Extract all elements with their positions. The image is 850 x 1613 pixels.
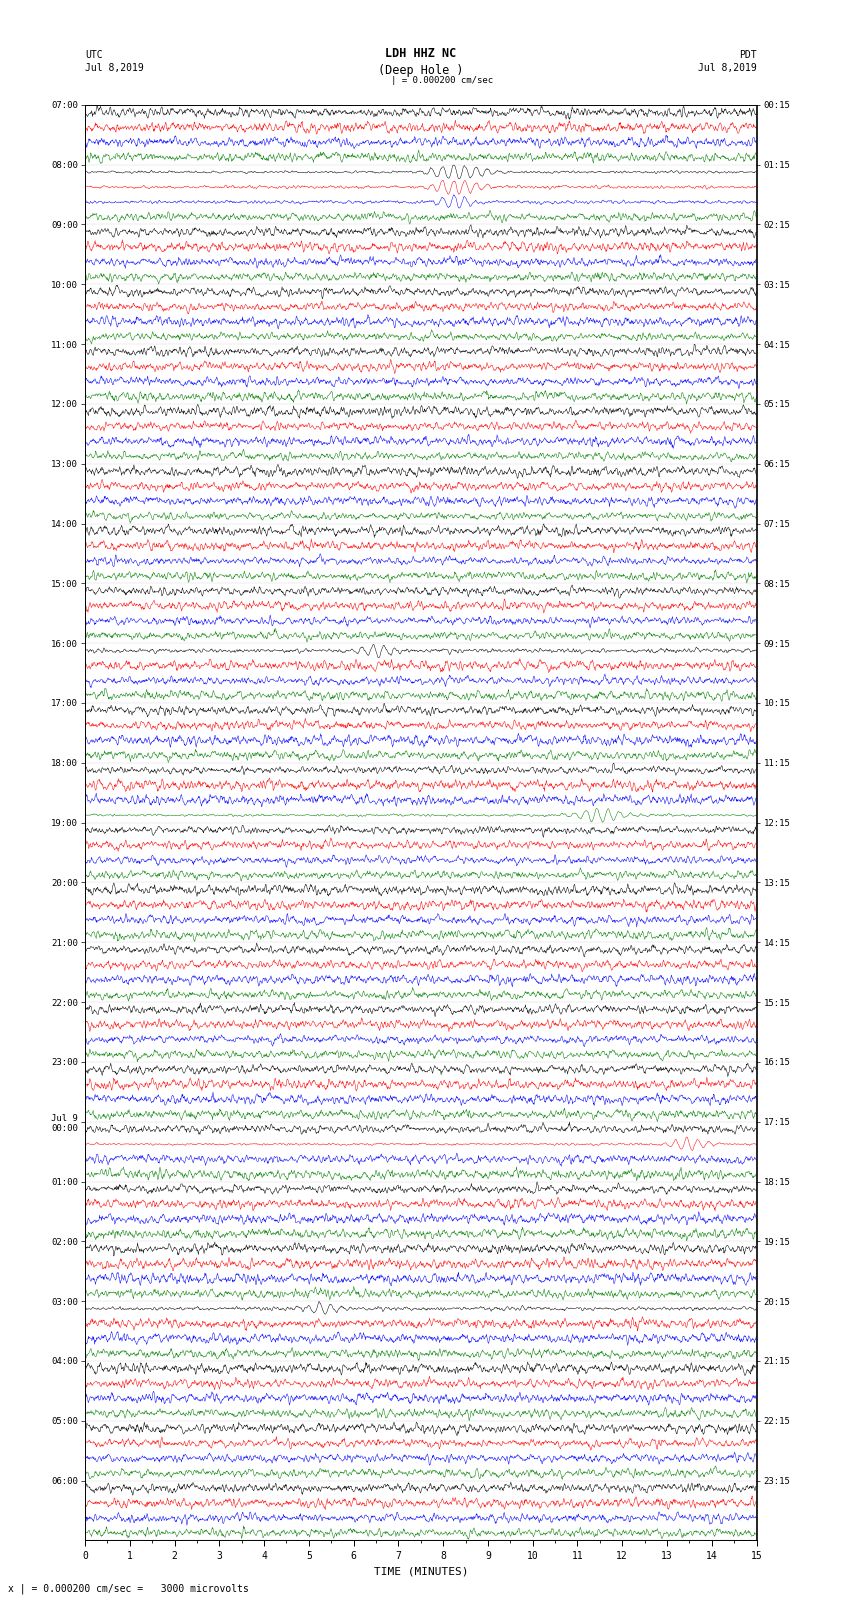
Text: Jul 8,2019: Jul 8,2019 xyxy=(698,63,756,73)
Text: UTC: UTC xyxy=(85,50,103,60)
Text: (Deep Hole ): (Deep Hole ) xyxy=(378,65,463,77)
Text: LDH HHZ NC: LDH HHZ NC xyxy=(385,47,456,60)
Text: Jul 8,2019: Jul 8,2019 xyxy=(85,63,144,73)
Text: | = 0.000200 cm/sec: | = 0.000200 cm/sec xyxy=(391,76,493,84)
X-axis label: TIME (MINUTES): TIME (MINUTES) xyxy=(373,1566,468,1576)
Text: PDT: PDT xyxy=(739,50,756,60)
Text: x | = 0.000200 cm/sec =   3000 microvolts: x | = 0.000200 cm/sec = 3000 microvolts xyxy=(8,1582,249,1594)
